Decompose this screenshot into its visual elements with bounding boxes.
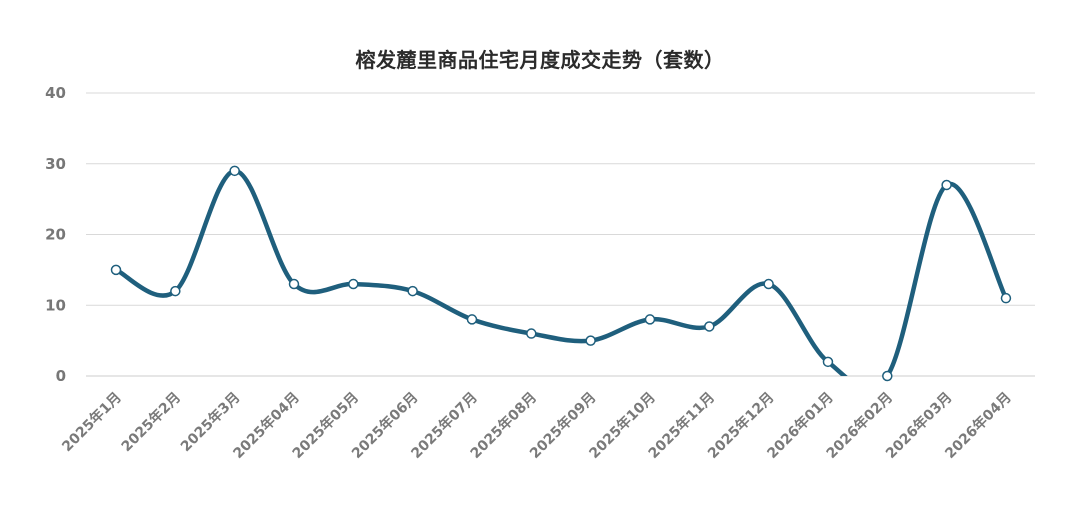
- data-point: [822, 356, 834, 368]
- x-tick-label: 2025年3月: [177, 389, 243, 455]
- x-axis-tick-labels: 2025年1月2025年2月2025年3月2025年04月2025年05月202…: [59, 389, 1015, 462]
- data-point: [110, 264, 122, 276]
- data-point: [585, 335, 596, 346]
- data-point: [170, 285, 181, 297]
- data-point: [644, 314, 656, 325]
- data-point: [526, 328, 537, 339]
- y-tick-label: 10: [45, 296, 66, 314]
- data-points: [110, 165, 1012, 382]
- data-point: [704, 321, 715, 332]
- x-tick-label: 2025年1月: [59, 389, 125, 455]
- y-tick-label: 40: [45, 84, 66, 102]
- data-point: [1000, 292, 1012, 304]
- data-point: [763, 278, 774, 290]
- y-tick-label: 20: [45, 226, 66, 244]
- series-line: [113, 168, 1009, 376]
- data-point: [229, 165, 240, 177]
- data-point: [288, 278, 300, 290]
- y-tick-label: 30: [45, 155, 66, 173]
- data-point: [882, 370, 893, 382]
- chart-title: 榕发麓里商品住宅月度成交走势（套数）: [355, 48, 725, 72]
- grid-lines: [86, 92, 1035, 377]
- data-point: [466, 314, 478, 325]
- y-tick-label: 0: [56, 367, 66, 385]
- data-point: [407, 285, 418, 297]
- series-line-layer: [113, 168, 1009, 376]
- data-point: [348, 278, 359, 290]
- y-axis-tick-labels: 0 10 20 30 40: [45, 84, 66, 385]
- data-point: [941, 179, 952, 191]
- x-tick-label: 2025年2月: [118, 389, 184, 455]
